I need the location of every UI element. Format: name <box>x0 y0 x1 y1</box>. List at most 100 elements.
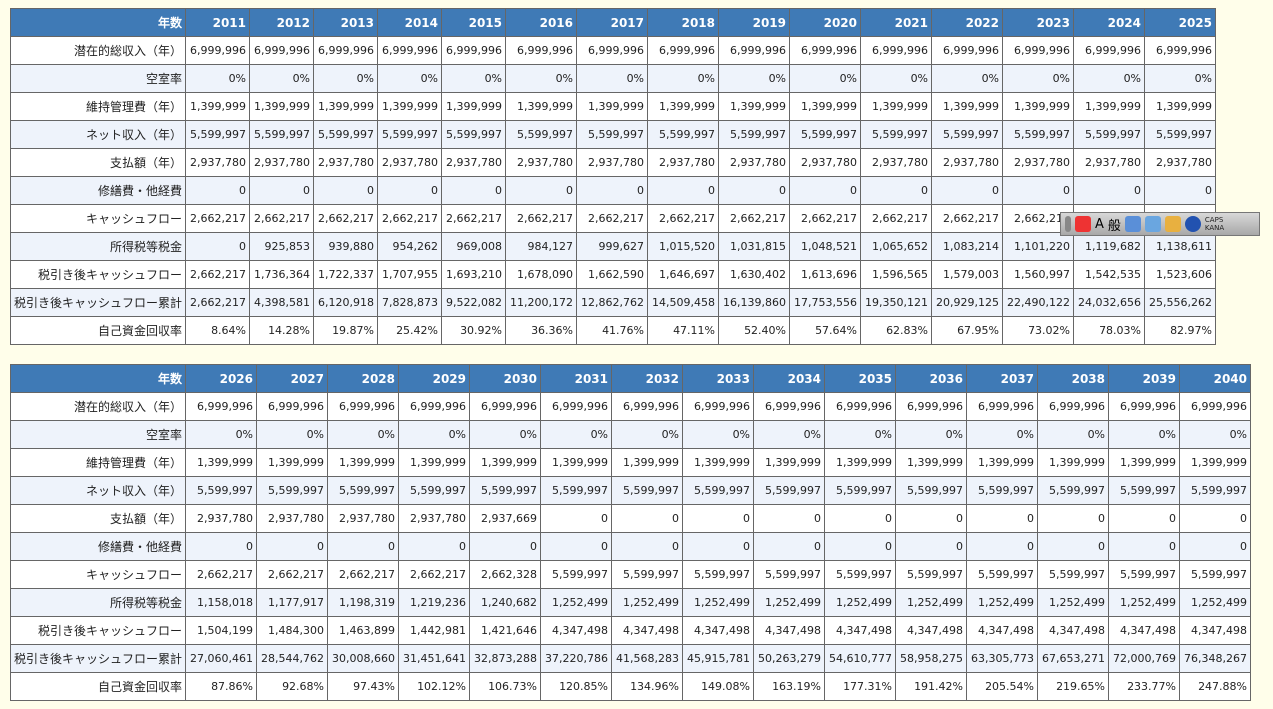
year-header: 2026 <box>185 364 258 393</box>
cell: 4,347,498 <box>540 616 613 645</box>
cell: 6,999,996 <box>1002 36 1075 65</box>
cell: 5,599,997 <box>1179 560 1252 589</box>
cell: 1,399,999 <box>966 448 1039 477</box>
cell: 0% <box>753 420 826 449</box>
cell: 5,599,997 <box>1108 560 1181 589</box>
year-header: 2038 <box>1037 364 1110 393</box>
year-header: 2024 <box>1073 8 1146 37</box>
cell: 6,999,996 <box>249 36 315 65</box>
row-label: ネット収入（年） <box>9 120 187 149</box>
grip <box>1065 216 1071 232</box>
cell: 4,347,498 <box>1179 616 1252 645</box>
cell: 1,252,499 <box>1179 588 1252 617</box>
cell: 5,599,997 <box>753 476 826 505</box>
header-label: 年数 <box>9 8 187 37</box>
ime-input[interactable]: A <box>1095 216 1104 232</box>
cell: 6,999,996 <box>753 392 826 421</box>
lock-status: CAPS KANA <box>1205 216 1224 232</box>
cell: 2,662,217 <box>789 204 862 233</box>
cell: 37,220,786 <box>540 644 613 673</box>
cell: 2,662,217 <box>398 560 471 589</box>
cell: 0 <box>441 176 507 205</box>
cell: 5,599,997 <box>895 476 968 505</box>
cell: 1,031,815 <box>718 232 791 261</box>
cell: 1,399,999 <box>327 448 400 477</box>
cell: 45,915,781 <box>682 644 755 673</box>
cell: 11,200,172 <box>505 288 578 317</box>
ime-mode[interactable]: 般 <box>1107 218 1121 234</box>
cell: 0 <box>753 504 826 533</box>
cell: 1,198,319 <box>327 588 400 617</box>
cell: 2,662,217 <box>327 560 400 589</box>
cell: 9,522,082 <box>441 288 507 317</box>
cell: 1,065,652 <box>860 232 933 261</box>
data-row: 税引き後キャッシュフロー累計 2,662,217 4,398,581 6,120,91… <box>9 288 1217 317</box>
ime-icon[interactable] <box>1075 216 1091 232</box>
cell: 106.73% <box>469 672 542 701</box>
cell: 27,060,461 <box>185 644 258 673</box>
cell: 2,662,217 <box>377 204 443 233</box>
cell: 6,999,996 <box>824 392 897 421</box>
cell: 1,399,999 <box>611 448 684 477</box>
cell: 1,252,499 <box>540 588 613 617</box>
cell: 67.95% <box>931 316 1004 345</box>
cell: 6,999,996 <box>1108 392 1181 421</box>
cell: 1,252,499 <box>682 588 755 617</box>
data-row: ネット収入（年） 5,599,997 5,599,997 5,599,997 5,599… <box>9 120 1217 149</box>
cell: 5,599,997 <box>1073 120 1146 149</box>
cell: 6,999,996 <box>576 36 649 65</box>
cell: 0% <box>327 420 400 449</box>
cell: 1,399,999 <box>1144 92 1217 121</box>
cell: 5,599,997 <box>256 476 329 505</box>
cell: 0 <box>895 532 968 561</box>
cell: 6,999,996 <box>682 392 755 421</box>
cell: 0 <box>1037 504 1110 533</box>
cell: 1,399,999 <box>398 448 471 477</box>
cell: 1,722,337 <box>313 260 379 289</box>
cell: 6,999,996 <box>256 392 329 421</box>
cell: 4,347,498 <box>1037 616 1110 645</box>
cell: 1,442,981 <box>398 616 471 645</box>
cell: 0% <box>1108 420 1181 449</box>
year-header: 2034 <box>753 364 826 393</box>
data-row: 空室率 0% 0% 0% 0% 0% 0% 0% 0% 0% 0% 0% 0% 0% 0% 0% <box>9 64 1217 93</box>
cell: 5,599,997 <box>1108 476 1181 505</box>
pad-icon[interactable] <box>1144 216 1161 232</box>
cell: 5,599,997 <box>860 120 933 149</box>
year-header: 2035 <box>824 364 897 393</box>
cell: 5,599,997 <box>505 120 578 149</box>
cell: 0% <box>860 64 933 93</box>
data-row: キャッシュフロー 2,662,217 2,662,217 2,662,217 2,662… <box>9 204 1217 233</box>
cell: 2,937,780 <box>647 148 720 177</box>
cell: 2,937,780 <box>327 504 400 533</box>
cell: 1,399,999 <box>1179 448 1252 477</box>
cell: 2,662,217 <box>185 560 258 589</box>
cell: 0% <box>931 64 1004 93</box>
help-icon[interactable] <box>1184 216 1201 232</box>
cell: 25.42% <box>377 316 443 345</box>
cell: 0% <box>185 64 251 93</box>
cell: 2,662,217 <box>576 204 649 233</box>
row-label: ネット収入（年） <box>9 476 187 505</box>
dictionary-icon[interactable] <box>1124 216 1141 232</box>
cell: 76,348,267 <box>1179 644 1252 673</box>
cell: 78.03% <box>1073 316 1146 345</box>
cell: 0 <box>966 504 1039 533</box>
year-header: 2016 <box>505 8 578 37</box>
cell: 1,707,955 <box>377 260 443 289</box>
cell: 1,399,999 <box>185 448 258 477</box>
cell: 134.96% <box>611 672 684 701</box>
cell: 1,399,999 <box>576 92 649 121</box>
cell: 0% <box>377 64 443 93</box>
data-row: 税引き後キャッシュフロー累計 27,060,461 28,544,762 30,008… <box>9 644 1252 673</box>
cell: 4,347,498 <box>1108 616 1181 645</box>
tool-icon[interactable] <box>1164 216 1181 232</box>
cell: 19.87% <box>313 316 379 345</box>
cell: 2,662,217 <box>313 204 379 233</box>
cell: 6,999,996 <box>1144 36 1217 65</box>
cell: 0 <box>789 176 862 205</box>
data-row: 潜在的総収入（年） 6,999,996 6,999,996 6,999,996 6,99… <box>9 392 1252 421</box>
cell: 5,599,997 <box>966 476 1039 505</box>
cell: 2,662,217 <box>441 204 507 233</box>
year-header: 2019 <box>718 8 791 37</box>
